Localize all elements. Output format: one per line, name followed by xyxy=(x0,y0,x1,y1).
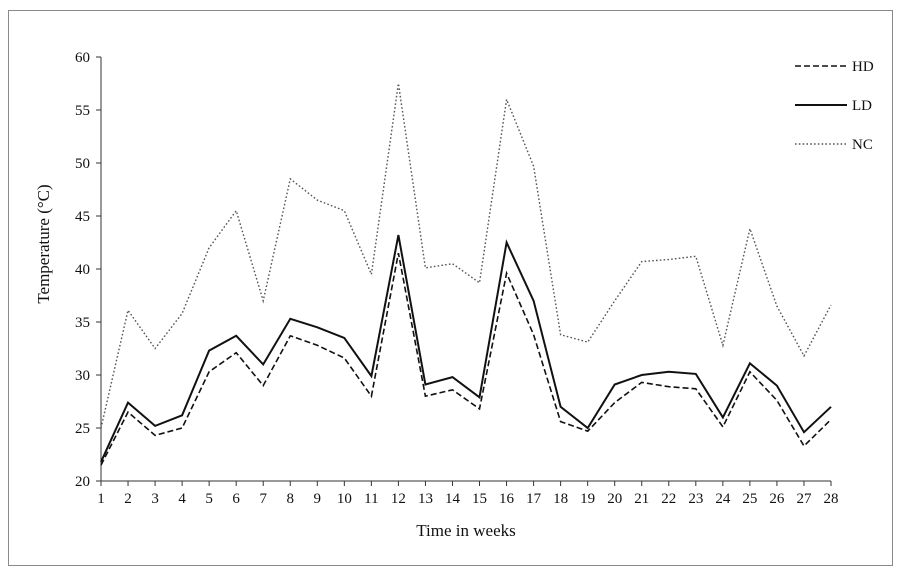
x-tick-label: 3 xyxy=(151,491,159,507)
y-tick-label: 45 xyxy=(75,209,90,225)
x-tick-label: 10 xyxy=(337,491,352,507)
y-tick-label: 20 xyxy=(75,474,90,490)
y-tick-label: 55 xyxy=(75,103,90,119)
legend: HD LD NC xyxy=(795,59,874,153)
x-tick-label: 20 xyxy=(607,491,622,507)
x-tick-label: 22 xyxy=(661,491,676,507)
x-tick-label: 1 xyxy=(97,491,105,507)
x-tick-label: 8 xyxy=(287,491,295,507)
x-tick-label: 28 xyxy=(824,491,839,507)
x-tick-label: 18 xyxy=(553,491,568,507)
x-axis-title: Time in weeks xyxy=(416,521,516,540)
y-tick-label: 30 xyxy=(75,368,90,384)
legend-label-hd: HD xyxy=(852,59,874,75)
legend-label-nc: NC xyxy=(852,137,873,153)
x-tick-label: 15 xyxy=(472,491,487,507)
x-tick-label: 26 xyxy=(769,491,785,507)
x-tick-label: 16 xyxy=(499,491,515,507)
x-tick-label: 25 xyxy=(742,491,757,507)
x-tick-label: 6 xyxy=(232,491,240,507)
x-tick-label: 13 xyxy=(418,491,433,507)
x-tick-label: 14 xyxy=(445,491,461,507)
y-tick-label: 40 xyxy=(75,262,90,278)
chart-frame xyxy=(8,10,893,566)
x-axis: 1 2 3 4 5 6 7 8 9 10 11 12 13 14 15 16 17 18 19 20 21 22 23 24 2… xyxy=(97,480,839,507)
x-tick-label: 19 xyxy=(580,491,595,507)
x-tick-label: 2 xyxy=(124,491,132,507)
y-tick-label: 35 xyxy=(75,315,90,331)
x-tick-label: 11 xyxy=(364,491,378,507)
x-tick-label: 27 xyxy=(796,491,812,507)
y-tick-label: 25 xyxy=(75,421,90,437)
legend-label-ld: LD xyxy=(852,98,872,114)
x-tick-label: 21 xyxy=(634,491,649,507)
x-tick-label: 12 xyxy=(391,491,406,507)
x-tick-label: 24 xyxy=(715,491,731,507)
x-tick-label: 4 xyxy=(178,491,186,507)
x-tick-label: 7 xyxy=(259,491,267,507)
x-tick-label: 23 xyxy=(688,491,703,507)
y-tick-label: 50 xyxy=(75,156,90,172)
y-tick-label: 60 xyxy=(75,50,90,66)
y-axis: 20 25 30 35 40 45 50 55 60 xyxy=(75,50,102,490)
x-tick-label: 5 xyxy=(205,491,213,507)
series-line-hd xyxy=(100,252,832,466)
x-tick-label: 9 xyxy=(314,491,322,507)
x-tick-label: 17 xyxy=(526,491,542,507)
series-layer xyxy=(100,83,832,466)
series-line-ld xyxy=(100,234,832,463)
series-line-nc xyxy=(100,83,832,429)
y-axis-title: Temperature (°C) xyxy=(34,184,53,303)
